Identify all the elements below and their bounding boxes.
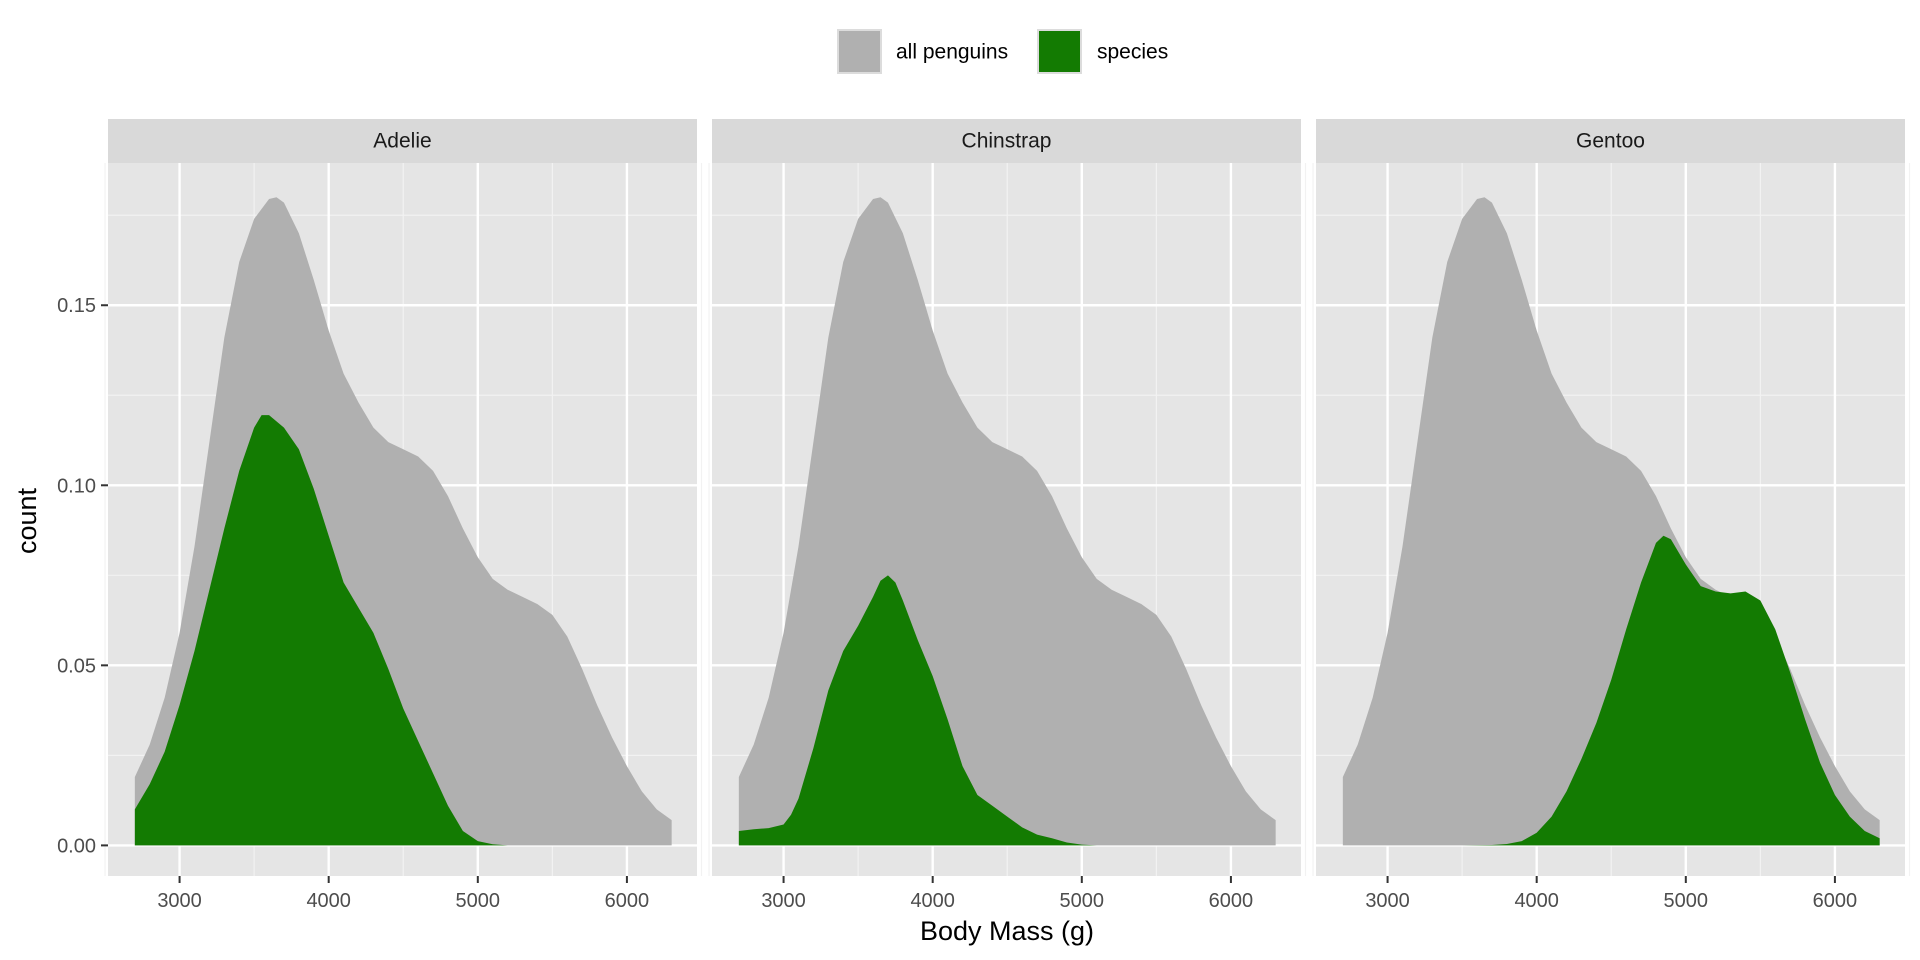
legend-label-species: species [1097, 41, 1168, 64]
x-tick-label: 6000 [605, 890, 650, 912]
facet-strip-adelie [108, 119, 697, 163]
y-tick-label: 0.15 [57, 295, 96, 317]
facet-strip-gentoo [1316, 119, 1905, 163]
density-area-species-adelie [134, 415, 538, 846]
facet-panel-chinstrap: Chinstrap 3000 4000 5000 6000 [708, 119, 1307, 912]
x-tick-label: 5000 [456, 890, 501, 912]
x-tick-label: 3000 [761, 890, 806, 912]
x-tick-label: 5000 [1664, 890, 1709, 912]
x-tick-label: 4000 [910, 890, 955, 912]
facet-label-chinstrap: Chinstrap [962, 130, 1052, 153]
facet-label-gentoo: Gentoo [1576, 130, 1645, 153]
legend: all penguins species [837, 29, 1168, 74]
y-axis-title: count [12, 487, 42, 554]
facet-label-adelie: Adelie [373, 130, 431, 153]
density-area-species-gentoo [1462, 535, 1880, 846]
y-tick-label: 0.00 [57, 835, 96, 857]
x-tick-label: 3000 [1365, 890, 1410, 912]
x-tick-label: 5000 [1060, 890, 1105, 912]
legend-key-all-penguins [837, 29, 882, 74]
legend-label-all-penguins: all penguins [896, 41, 1008, 64]
x-tick-label: 4000 [306, 890, 351, 912]
y-tick-label: 0.10 [57, 475, 96, 497]
x-tick-label: 6000 [1813, 890, 1858, 912]
x-tick-label: 6000 [1209, 890, 1254, 912]
facet-panel-adelie: Adelie 3000 4000 5000 6000 0.00 0.05 0.10 0.15 [57, 119, 703, 912]
facet-panel-gentoo: Gentoo 3000 4000 5000 6000 [1312, 119, 1911, 912]
x-tick-label: 4000 [1514, 890, 1559, 912]
x-tick-label: 3000 [157, 890, 202, 912]
legend-key-species [1037, 29, 1082, 74]
y-tick-label: 0.05 [57, 655, 96, 677]
facet-strip-chinstrap [712, 119, 1301, 163]
density-area-species-chinstrap [738, 575, 1097, 846]
x-axis-title: Body Mass (g) [920, 916, 1094, 946]
